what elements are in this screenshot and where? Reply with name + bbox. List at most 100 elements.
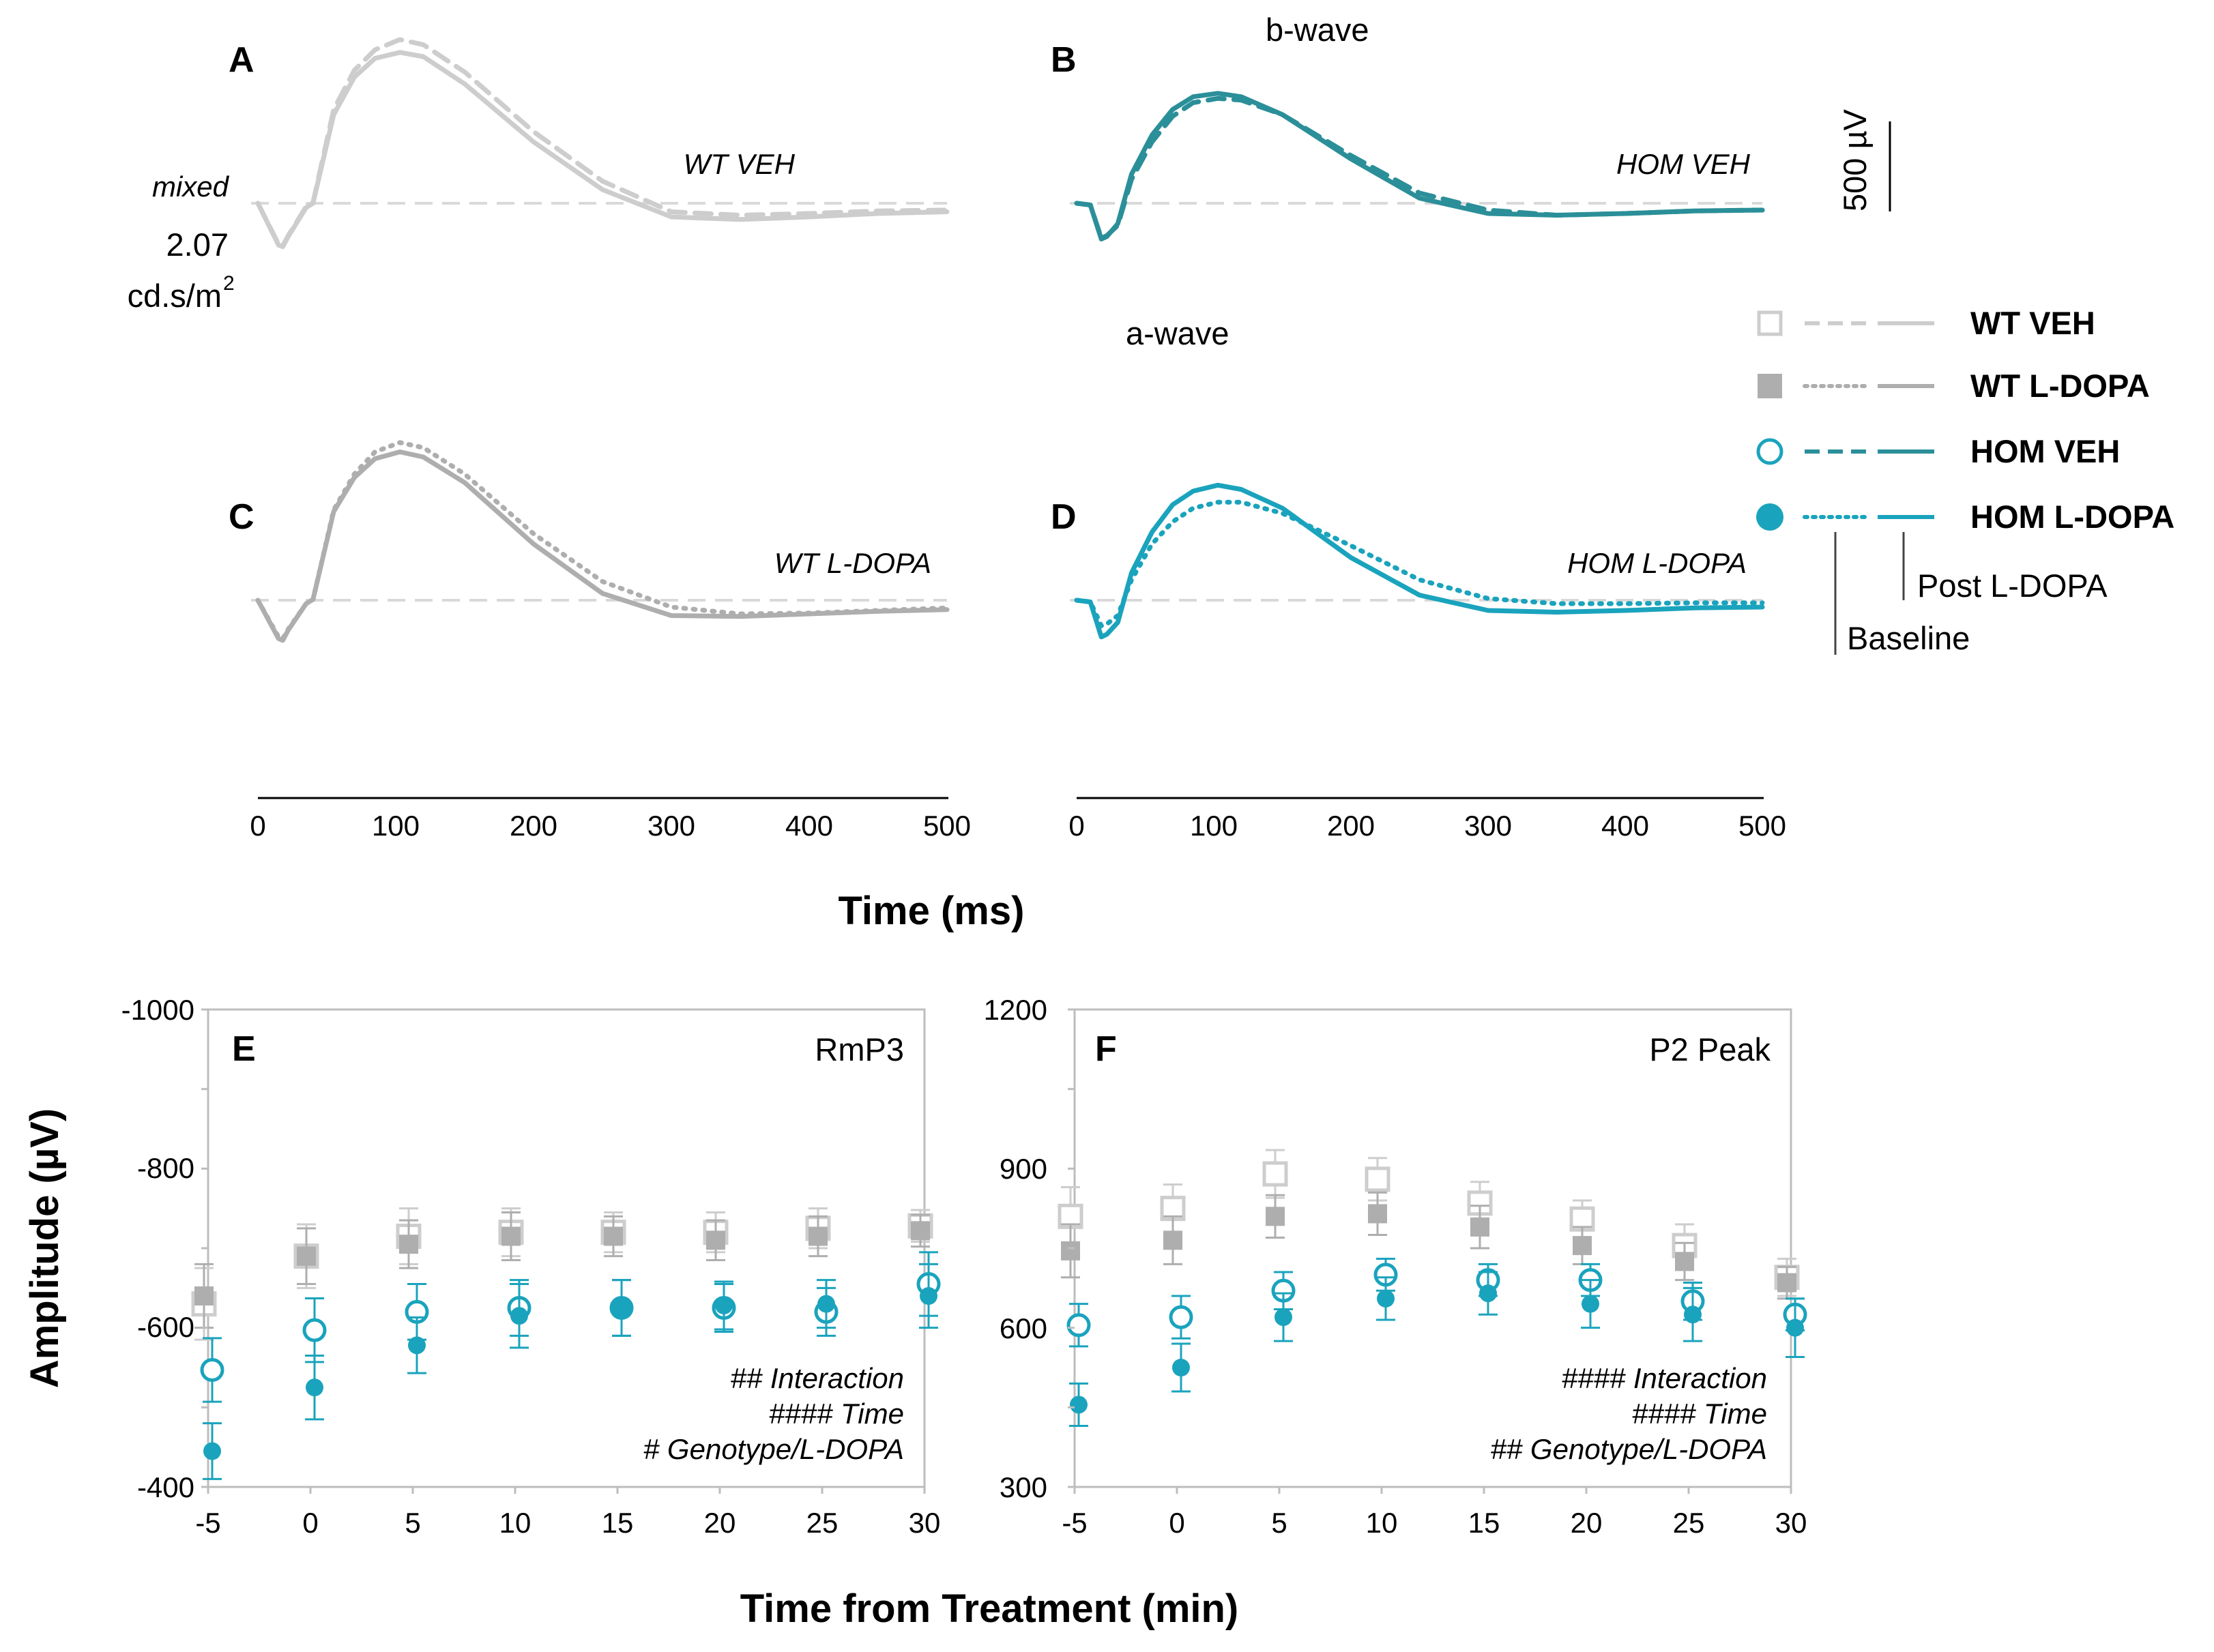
data-point-filled-circle — [715, 1297, 733, 1314]
x-tick: 300 — [1464, 810, 1512, 842]
data-point-filled-circle — [408, 1336, 426, 1355]
panel-c-erg-wt-ldopa: C WT L-DOPA — [229, 440, 950, 643]
panel-letter-d: D — [1051, 497, 1077, 537]
data-point-filled-circle — [920, 1287, 937, 1305]
data-point-filled-square — [604, 1226, 623, 1246]
intensity-unit-superscript: 2 — [223, 272, 235, 295]
panel-b-title: HOM VEH — [1616, 148, 1751, 180]
y-tick: -1000 — [121, 994, 194, 1026]
x-tick: 100 — [372, 810, 420, 842]
legend-label-wt-veh: WT VEH — [1970, 305, 2095, 341]
data-point-filled-circle — [1479, 1284, 1497, 1303]
x-tick: 20 — [1571, 1507, 1603, 1539]
x-tick: 0 — [302, 1507, 318, 1539]
intensity-value: 2.07 — [166, 226, 229, 263]
x-tick: 25 — [1673, 1507, 1705, 1539]
data-point-filled-circle — [1172, 1359, 1190, 1376]
erg-x-axis-title: Time (ms) — [839, 889, 1025, 933]
legend-post-label: Post L-DOPA — [1917, 567, 2108, 604]
erg-trace-baseline — [1074, 499, 1765, 628]
legend-label-hom-veh: HOM VEH — [1970, 433, 2120, 469]
erg-trace-post-l-dopa — [1074, 482, 1765, 640]
scale-bar-label: 500 µV — [1837, 108, 1873, 211]
y-tick: 600 — [1000, 1312, 1047, 1344]
x-tick: 400 — [1601, 810, 1649, 842]
legend-marker-filled-square — [1758, 374, 1782, 398]
legend-marker-filled-circle — [1756, 503, 1783, 531]
data-point-filled-circle — [1786, 1318, 1804, 1337]
panel-letter-a: A — [229, 40, 254, 80]
x-tick: 5 — [405, 1507, 420, 1539]
x-tick: 15 — [1468, 1507, 1500, 1539]
x-tick: 10 — [499, 1507, 531, 1539]
y-tick: -600 — [137, 1311, 194, 1343]
panel-d-erg-hom-ldopa: D HOM L-DOPA — [1051, 482, 1765, 640]
x-tick: 30 — [1775, 1507, 1807, 1539]
data-point-filled-circle — [306, 1378, 323, 1397]
legend-label-hom-ldopa: HOM L-DOPA — [1970, 499, 2174, 535]
stimulus-label: mixed — [152, 171, 230, 203]
data-point-filled-square — [911, 1221, 930, 1241]
erg-trace-post-l-dopa — [255, 449, 950, 643]
data-point-filled-square — [399, 1235, 418, 1254]
data-point-filled-square — [1675, 1252, 1694, 1271]
y-tick: 1200 — [984, 994, 1047, 1026]
panel-e-annotation: #### Time — [769, 1398, 904, 1430]
y-tick: -800 — [137, 1152, 194, 1184]
data-point-open-square — [1365, 1166, 1390, 1192]
x-tick: 300 — [647, 810, 695, 842]
x-tick: 0 — [1068, 810, 1084, 842]
data-point-filled-square — [297, 1246, 316, 1266]
data-point-filled-square — [706, 1230, 725, 1250]
panel-a-erg-wt-veh: A WT VEH mixed 2.07 cd.s/m 2 — [128, 37, 950, 314]
panel-c-title: WT L-DOPA — [774, 547, 931, 579]
data-point-open-square — [1262, 1161, 1288, 1187]
data-point-filled-square — [1470, 1217, 1489, 1237]
y-tick: 300 — [1000, 1471, 1047, 1503]
x-tick: 10 — [1366, 1507, 1398, 1539]
intensity-unit: cd.s/m — [128, 278, 222, 314]
x-tick: -5 — [195, 1507, 220, 1539]
erg-trace-post-l-dopa — [1074, 91, 1765, 241]
data-point-filled-square — [1777, 1273, 1796, 1293]
panel-f-annotation: #### Time — [1632, 1398, 1767, 1430]
panel-b-erg-hom-veh: B HOM VEH b-wave a-wave 500 µV — [1051, 12, 1891, 351]
data-point-filled-circle — [1684, 1306, 1702, 1324]
data-point-filled-circle — [510, 1307, 528, 1325]
legend-baseline-label: Baseline — [1847, 620, 1970, 656]
data-point-filled-square — [1266, 1207, 1285, 1226]
data-point-filled-circle — [1582, 1295, 1599, 1313]
data-point-filled-square — [1163, 1230, 1182, 1250]
data-point-filled-square — [1573, 1236, 1592, 1256]
data-point-filled-circle — [1070, 1396, 1088, 1414]
x-tick: -5 — [1062, 1507, 1087, 1539]
b-wave-label: b-wave — [1266, 12, 1369, 48]
a-wave-label: a-wave — [1126, 315, 1229, 351]
panel-e-annotation: # Genotype/L-DOPA — [643, 1433, 904, 1465]
x-tick: 100 — [1190, 810, 1238, 842]
x-tick: 500 — [923, 810, 971, 842]
legend-marker-open-circle — [1756, 438, 1783, 465]
y-tick: -400 — [137, 1471, 194, 1503]
x-tick: 25 — [806, 1507, 839, 1539]
x-tick: 30 — [909, 1507, 941, 1539]
panel-e-title: RmP3 — [815, 1031, 904, 1067]
x-tick: 5 — [1271, 1507, 1287, 1539]
panel-e-annotation: ## Interaction — [730, 1362, 904, 1394]
x-tick: 0 — [250, 810, 265, 842]
x-tick: 20 — [704, 1507, 736, 1539]
erg-x-axis-left: 0 100 200 300 400 500 — [250, 797, 971, 842]
data-point-filled-square — [194, 1286, 214, 1306]
data-point-filled-square — [1368, 1204, 1387, 1224]
x-tick: 0 — [1169, 1507, 1184, 1539]
data-point-filled-square — [501, 1226, 521, 1246]
data-point-filled-circle — [203, 1442, 221, 1460]
panel-f-p2-peak: F P2 Peak 1200 900 600 300 -5 0 5 10 15 … — [984, 994, 1807, 1539]
panel-f-annotation: ## Genotype/L-DOPA — [1491, 1433, 1767, 1465]
panel-f-annotation: #### Interaction — [1562, 1362, 1767, 1394]
erg-trace-post-l-dopa — [255, 50, 950, 250]
panel-letter-c: C — [229, 497, 254, 537]
panel-letter-f: F — [1095, 1029, 1117, 1069]
legend: WT VEH WT L-DOPA HOM VEH HOM L-DOPA Post… — [1756, 305, 2174, 656]
